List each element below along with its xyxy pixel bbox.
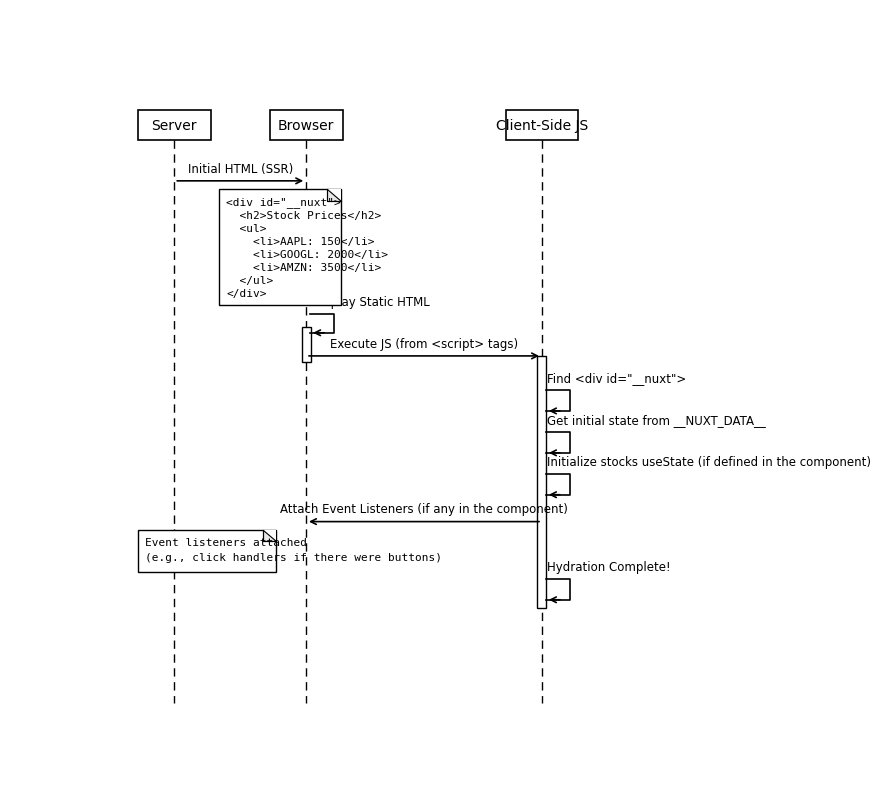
Bar xyxy=(219,190,341,305)
Text: <li>GOOGL: 2000</li>: <li>GOOGL: 2000</li> xyxy=(226,250,388,260)
Text: Initialize stocks useState (if defined in the component): Initialize stocks useState (if defined i… xyxy=(547,455,871,468)
Text: Server: Server xyxy=(151,119,197,133)
Bar xyxy=(269,111,342,141)
Text: Client-Side JS: Client-Side JS xyxy=(495,119,587,133)
Text: Find <div id="__nuxt">: Find <div id="__nuxt"> xyxy=(547,371,686,384)
Text: </div>: </div> xyxy=(226,290,266,299)
Bar xyxy=(505,111,578,141)
Text: Hydration Complete!: Hydration Complete! xyxy=(547,560,670,573)
Bar xyxy=(138,111,210,141)
Bar xyxy=(536,357,546,608)
Text: Execute JS (from <script> tags): Execute JS (from <script> tags) xyxy=(330,337,518,350)
Text: Attach Event Listeners (if any in the component): Attach Event Listeners (if any in the co… xyxy=(280,503,568,516)
Text: <h2>Stock Prices</h2>: <h2>Stock Prices</h2> xyxy=(226,210,381,221)
Polygon shape xyxy=(326,190,341,202)
Text: </ul>: </ul> xyxy=(226,276,274,286)
Text: <div id="__nuxt">: <div id="__nuxt"> xyxy=(226,197,341,208)
Bar xyxy=(301,327,310,363)
Text: Initial HTML (SSR): Initial HTML (SSR) xyxy=(188,162,292,175)
Text: <ul>: <ul> xyxy=(226,224,266,234)
Text: <li>AMZN: 3500</li>: <li>AMZN: 3500</li> xyxy=(226,263,381,272)
Polygon shape xyxy=(263,530,275,541)
Text: Get initial state from __NUXT_DATA__: Get initial state from __NUXT_DATA__ xyxy=(547,414,765,427)
Text: Browser: Browser xyxy=(278,119,333,133)
Text: <li>AAPL: 150</li>: <li>AAPL: 150</li> xyxy=(226,237,375,247)
Text: Display Static HTML: Display Static HTML xyxy=(311,295,429,308)
Text: Event listeners attached: Event listeners attached xyxy=(145,538,307,547)
Polygon shape xyxy=(326,190,341,202)
Bar xyxy=(138,530,275,573)
Polygon shape xyxy=(263,530,275,541)
Text: (e.g., click handlers if there were buttons): (e.g., click handlers if there were butt… xyxy=(145,553,442,563)
